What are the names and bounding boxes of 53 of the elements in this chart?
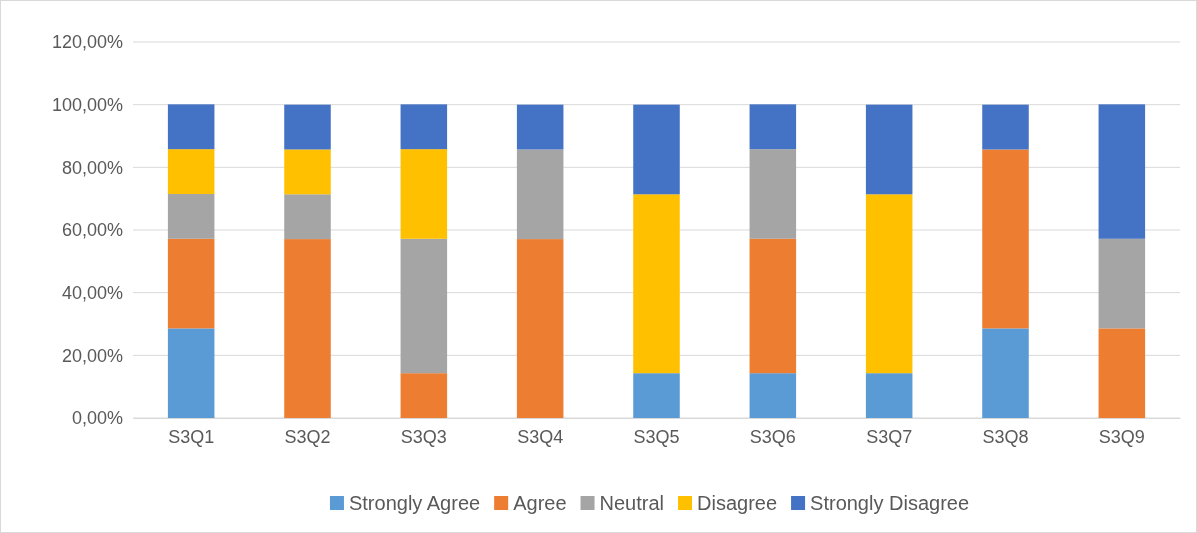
bar [749, 373, 797, 418]
bar [633, 373, 680, 418]
bar [516, 149, 564, 240]
bar [167, 104, 215, 150]
y-tick-label: 40,00% [61, 282, 123, 303]
x-tick-label: S3Q5 [633, 426, 680, 447]
bar [865, 373, 913, 418]
bar [633, 194, 680, 374]
bar [749, 104, 797, 150]
x-tick-label: S3Q3 [400, 426, 447, 447]
bar [982, 328, 1029, 418]
bar [167, 149, 215, 194]
x-tick-label: S3Q9 [1098, 426, 1145, 447]
bar [516, 239, 564, 418]
x-tick-label: S3Q7 [866, 426, 913, 447]
bar [982, 104, 1029, 150]
bar [516, 104, 564, 150]
bar [1098, 104, 1146, 239]
y-tick-label: 100,00% [51, 94, 123, 115]
bar [1098, 238, 1146, 329]
bar [284, 239, 331, 418]
y-tick-label: 120,00% [51, 32, 123, 53]
bar [633, 104, 680, 195]
bar [400, 373, 448, 418]
y-tick-label: 0,00% [71, 408, 123, 429]
bar [749, 149, 797, 239]
bar [284, 194, 331, 240]
y-tick-label: 20,00% [61, 345, 123, 366]
bar [400, 149, 448, 239]
x-tick-label: S3Q4 [517, 426, 564, 447]
bar [167, 238, 215, 329]
legend-label: Agree [513, 492, 567, 514]
bar [284, 149, 331, 195]
bar [400, 238, 448, 374]
bar [167, 328, 215, 418]
bar [1098, 328, 1146, 418]
legend-label: Disagree [697, 492, 778, 514]
x-tick-label: S3Q6 [749, 426, 796, 447]
bar [284, 104, 331, 150]
bar [167, 193, 215, 239]
legend-label: Strongly Disagree [810, 492, 970, 514]
legend-label: Neutral [599, 492, 665, 514]
bar [400, 104, 448, 150]
legend-label: Strongly Agree [348, 492, 481, 514]
y-tick-label: 60,00% [61, 220, 123, 241]
x-tick-label: S3Q1 [168, 426, 215, 447]
bar [865, 104, 913, 195]
x-tick-label: S3Q8 [982, 426, 1029, 447]
y-tick-label: 80,00% [61, 157, 123, 178]
bar [749, 238, 797, 374]
x-tick-label: S3Q2 [284, 426, 331, 447]
bar [982, 149, 1029, 329]
bar [865, 194, 913, 374]
